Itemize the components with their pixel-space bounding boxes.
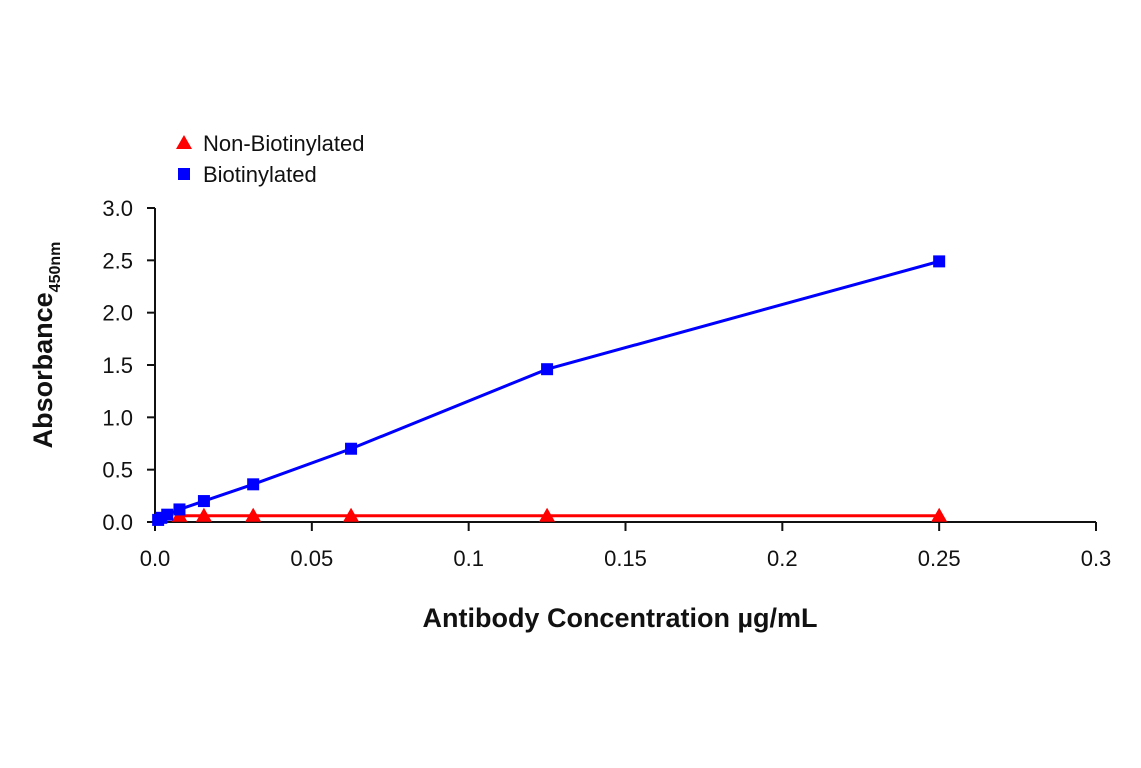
- x-tick-label: 0.05: [290, 546, 333, 571]
- triangle-marker: [931, 507, 948, 522]
- y-tick-label: 3.0: [102, 196, 133, 221]
- x-tick-label: 0.0: [140, 546, 171, 571]
- triangle-marker: [245, 507, 262, 522]
- plot-area: [152, 255, 948, 526]
- axes: 0.0 0.5 1.0 1.5 2.0 2.5 3.0 0.0 0.05 0.1 0.15 0.2 0.…: [102, 196, 1111, 571]
- y-tick-label: 2.5: [102, 248, 133, 273]
- y-tick-label: 1.5: [102, 353, 133, 378]
- y-axis-title-main: Absorbance: [28, 292, 58, 448]
- legend-item: Biotinylated: [178, 162, 317, 187]
- square-marker: [541, 363, 554, 376]
- x-axis-title: Antibody Concentration µg/mL: [422, 603, 817, 633]
- y-axis-title-subscript: 450nm: [47, 242, 64, 293]
- x-tick-label: 0.1: [453, 546, 484, 571]
- x-tick-label: 0.2: [767, 546, 798, 571]
- triangle-marker: [539, 507, 556, 522]
- square-marker: [247, 478, 260, 491]
- square-marker: [933, 255, 946, 268]
- square-marker: [161, 508, 174, 521]
- square-marker: [345, 442, 358, 455]
- x-tick-label: 0.15: [604, 546, 647, 571]
- x-tick-label: 0.25: [918, 546, 961, 571]
- series-biotinylated: [152, 255, 946, 526]
- y-tick-label: 0.0: [102, 510, 133, 535]
- legend-label: Non-Biotinylated: [203, 131, 364, 156]
- square-marker: [197, 495, 210, 508]
- triangle-marker: [343, 507, 360, 522]
- y-tick-label: 1.0: [102, 405, 133, 430]
- y-tick-label: 2.0: [102, 301, 133, 326]
- x-tick-label: 0.3: [1081, 546, 1112, 571]
- triangle-marker: [195, 507, 212, 522]
- y-tick-label: 0.5: [102, 458, 133, 483]
- legend-label: Biotinylated: [203, 162, 317, 187]
- legend: Non-Biotinylated Biotinylated: [176, 131, 364, 187]
- legend-item: Non-Biotinylated: [176, 131, 364, 156]
- triangle-marker: [176, 135, 192, 149]
- series-non-biotinylated: [171, 507, 948, 522]
- square-marker: [178, 168, 190, 180]
- series-line: [157, 259, 940, 522]
- y-axis-title: Absorbance450nm: [28, 242, 64, 449]
- square-marker: [173, 503, 186, 516]
